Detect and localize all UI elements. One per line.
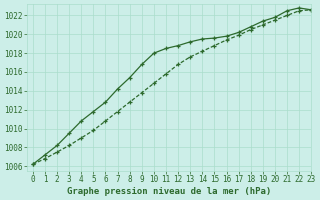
- X-axis label: Graphe pression niveau de la mer (hPa): Graphe pression niveau de la mer (hPa): [67, 187, 271, 196]
